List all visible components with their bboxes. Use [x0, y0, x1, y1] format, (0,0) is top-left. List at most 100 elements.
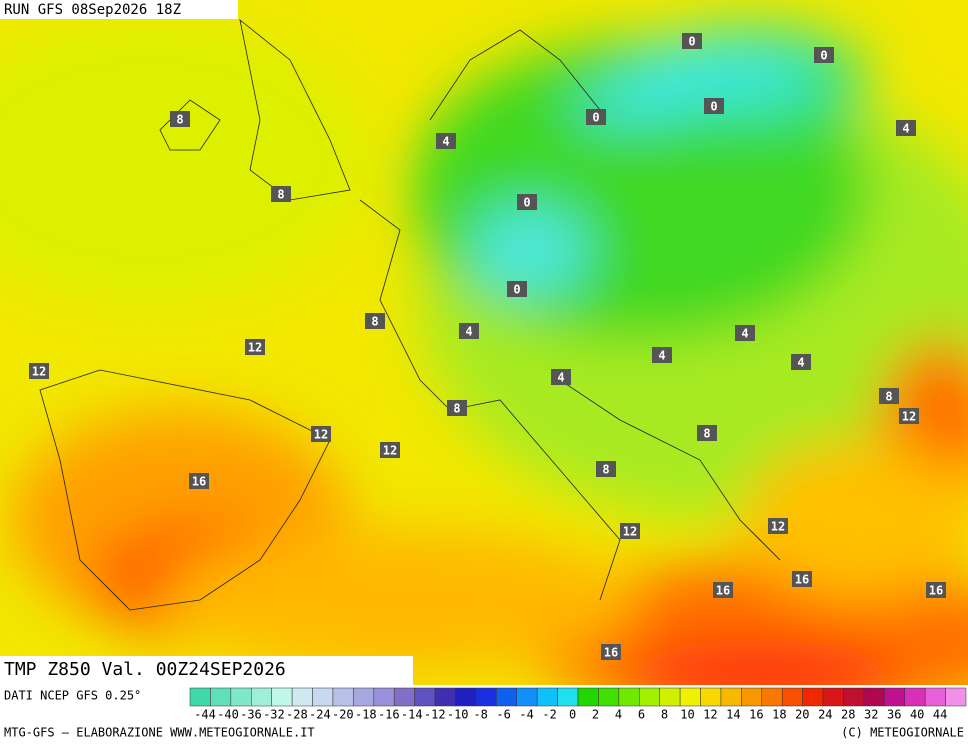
scale-swatch — [393, 687, 415, 707]
scale-label: 18 — [772, 708, 786, 722]
contour-label: 12 — [314, 428, 328, 442]
scale-swatch — [230, 687, 252, 707]
contour-label-box — [713, 582, 733, 598]
contour-label: 16 — [795, 573, 809, 587]
scale-label: -18 — [355, 708, 377, 722]
scale-label: 24 — [818, 708, 832, 722]
scale-swatch — [434, 687, 456, 707]
scale-swatch — [332, 687, 354, 707]
scale-label: 32 — [864, 708, 878, 722]
scale-swatch — [843, 687, 865, 707]
contour-label: 8 — [176, 113, 183, 127]
contour-label: 8 — [602, 463, 609, 477]
contour-label: 0 — [710, 100, 717, 114]
contour-label-box — [596, 461, 616, 477]
scale-swatch — [659, 687, 681, 707]
source-label: DATI NCEP GFS 0.25° — [4, 689, 141, 703]
contour-label: 12 — [383, 444, 397, 458]
scale-swatch — [353, 687, 375, 707]
scale-label: 40 — [910, 708, 924, 722]
contour-label-box — [459, 323, 479, 339]
contour-label: 0 — [688, 35, 695, 49]
scale-swatch — [291, 687, 313, 707]
contour-label-box — [652, 347, 672, 363]
contour-label-box — [447, 400, 467, 416]
contour-label: 8 — [703, 427, 710, 441]
temperature-field — [0, 0, 968, 685]
scale-swatch — [720, 687, 742, 707]
scale-swatch — [618, 687, 640, 707]
title-box — [0, 656, 413, 685]
contour-label-box — [896, 120, 916, 136]
contour-label: 16 — [929, 584, 943, 598]
scale-label: -6 — [496, 708, 510, 722]
contour-label: 4 — [658, 349, 665, 363]
scale-swatch — [884, 687, 905, 707]
contour-label-box — [791, 354, 811, 370]
contour-label-box — [271, 186, 291, 202]
scale-swatch — [577, 687, 599, 707]
contour-label: 12 — [902, 410, 916, 424]
footer-left: MTG-GFS — ELABORAZIONE WWW.METEOGIORNALE… — [4, 726, 315, 740]
contour-label: 12 — [248, 341, 262, 355]
scale-swatch — [863, 687, 885, 707]
scale-label: -2 — [542, 708, 556, 722]
contour-label-box — [170, 111, 190, 127]
scale-label: 10 — [680, 708, 694, 722]
header-box — [0, 0, 238, 19]
scale-swatch — [557, 687, 579, 707]
contour-label-box — [735, 325, 755, 341]
scale-swatch — [536, 687, 558, 707]
scale-swatch — [516, 687, 538, 707]
contour-label: 8 — [885, 390, 892, 404]
contour-label-box — [380, 442, 400, 458]
scale-label: -24 — [309, 708, 331, 722]
scale-label: -4 — [519, 708, 533, 722]
contour-label: 0 — [592, 111, 599, 125]
contour-label-box — [517, 194, 537, 210]
scale-swatch — [781, 687, 803, 707]
field-label: TMP Z850 Val. 00Z24SEP2026 — [4, 659, 286, 680]
scale-label: 28 — [841, 708, 855, 722]
scale-label: -44 — [194, 708, 216, 722]
scale-swatch — [598, 687, 620, 707]
scale-swatch — [945, 687, 967, 707]
contour-label-box — [29, 363, 49, 379]
contour-label: 12 — [623, 525, 637, 539]
scale-swatch — [414, 687, 436, 707]
contour-label: 8 — [277, 188, 284, 202]
scale-label: 2 — [592, 708, 599, 722]
contour-label-box — [620, 523, 640, 539]
contour-label-box — [697, 425, 717, 441]
contour-label-box — [245, 339, 265, 355]
contour-label-box — [601, 644, 621, 660]
contour-label-box — [768, 518, 788, 534]
scale-label: -16 — [378, 708, 400, 722]
contour-label-box — [792, 571, 812, 587]
contour-label-box — [507, 281, 527, 297]
contour-label: 8 — [371, 315, 378, 329]
scale-label: -40 — [217, 708, 239, 722]
contour-label: 16 — [192, 475, 206, 489]
scale-label: 14 — [726, 708, 740, 722]
scale-label: -28 — [286, 708, 308, 722]
contour-label-box — [551, 369, 571, 385]
scale-swatch — [271, 687, 293, 707]
scale-label: 8 — [661, 708, 668, 722]
contour-label-box — [926, 582, 946, 598]
scale-swatch — [210, 687, 232, 707]
scale-label: 36 — [887, 708, 901, 722]
scale-label: 44 — [933, 708, 947, 722]
contour-label-box — [704, 98, 724, 114]
contour-label: 4 — [465, 325, 472, 339]
scale-swatch — [904, 687, 926, 707]
scale-swatch — [822, 687, 844, 707]
footer-right: (C) METEOGIORNALE — [841, 726, 964, 740]
contour-label-box — [879, 388, 899, 404]
scale-swatch — [373, 687, 395, 707]
scale-label: 0 — [569, 708, 576, 722]
scale-label: -8 — [473, 708, 487, 722]
scale-label: 6 — [638, 708, 645, 722]
scale-label: -36 — [240, 708, 262, 722]
